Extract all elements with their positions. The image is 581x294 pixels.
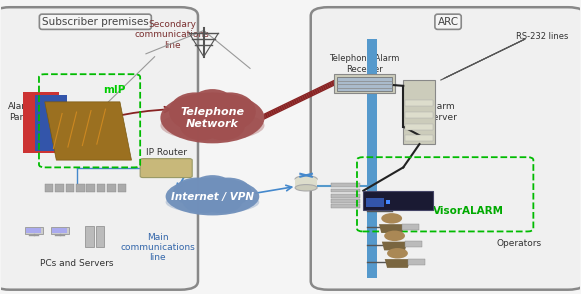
Bar <box>331 183 360 187</box>
Text: Internet / VPN: Internet / VPN <box>171 191 254 201</box>
Text: Secondary
communications
line: Secondary communications line <box>135 20 209 50</box>
Ellipse shape <box>202 110 245 140</box>
Circle shape <box>387 248 408 258</box>
Bar <box>405 135 433 141</box>
Bar <box>23 92 59 153</box>
Bar <box>96 225 105 248</box>
Bar <box>107 184 116 192</box>
Bar <box>66 184 74 192</box>
Bar <box>331 199 360 203</box>
Bar <box>408 258 425 265</box>
Bar <box>97 184 106 192</box>
Ellipse shape <box>295 176 317 182</box>
Bar <box>405 112 433 118</box>
Bar <box>402 224 419 230</box>
Polygon shape <box>382 242 407 250</box>
Bar <box>403 80 435 144</box>
Ellipse shape <box>166 178 259 216</box>
Circle shape <box>381 213 402 224</box>
Text: Operators: Operators <box>496 239 541 248</box>
Bar <box>51 227 69 234</box>
Ellipse shape <box>188 89 237 127</box>
Bar <box>367 39 377 278</box>
Bar <box>52 228 67 233</box>
Ellipse shape <box>191 175 235 203</box>
Text: mIP: mIP <box>103 85 125 95</box>
Text: IP Router: IP Router <box>146 148 187 157</box>
Bar <box>87 184 95 192</box>
Polygon shape <box>45 102 131 160</box>
Text: VisorALARM: VisorALARM <box>433 206 504 216</box>
Bar <box>295 179 317 188</box>
Ellipse shape <box>169 92 221 131</box>
Ellipse shape <box>295 185 317 191</box>
Ellipse shape <box>160 110 264 141</box>
Ellipse shape <box>166 191 259 213</box>
Polygon shape <box>379 224 404 233</box>
Bar <box>405 241 422 248</box>
Text: RS-232 lines: RS-232 lines <box>516 32 568 41</box>
Ellipse shape <box>204 92 256 131</box>
Text: Telephone
Network: Telephone Network <box>181 107 245 129</box>
Circle shape <box>384 230 405 241</box>
Ellipse shape <box>160 92 264 143</box>
Bar <box>386 200 390 204</box>
FancyBboxPatch shape <box>311 7 581 290</box>
Bar <box>337 76 392 91</box>
Bar <box>331 189 360 193</box>
Bar <box>26 228 41 233</box>
Bar <box>366 198 383 207</box>
Text: Telephone Alarm
Receiver: Telephone Alarm Receiver <box>329 54 399 74</box>
Bar <box>35 95 67 151</box>
Bar <box>405 101 433 106</box>
Bar <box>85 225 94 248</box>
Text: Subscriber premises: Subscriber premises <box>42 17 149 27</box>
Bar <box>331 204 360 208</box>
Text: ARC: ARC <box>437 17 458 27</box>
Ellipse shape <box>205 178 252 206</box>
Ellipse shape <box>173 178 220 206</box>
Ellipse shape <box>203 191 242 213</box>
Bar <box>45 184 53 192</box>
Text: Main
communications
line: Main communications line <box>120 233 195 262</box>
FancyBboxPatch shape <box>140 159 192 178</box>
Text: Alarm
Server: Alarm Server <box>428 102 457 122</box>
Text: PCs and Servers: PCs and Servers <box>40 259 113 268</box>
FancyBboxPatch shape <box>0 7 198 290</box>
Bar <box>331 194 360 198</box>
Ellipse shape <box>180 110 223 140</box>
Bar <box>24 227 43 234</box>
Bar <box>117 184 126 192</box>
Bar <box>55 184 64 192</box>
Bar <box>405 124 433 130</box>
Polygon shape <box>385 259 410 268</box>
Ellipse shape <box>183 191 222 213</box>
Text: Alarm
Panel: Alarm Panel <box>8 102 35 122</box>
Bar <box>334 74 394 93</box>
Bar <box>76 184 85 192</box>
Bar <box>363 191 433 210</box>
